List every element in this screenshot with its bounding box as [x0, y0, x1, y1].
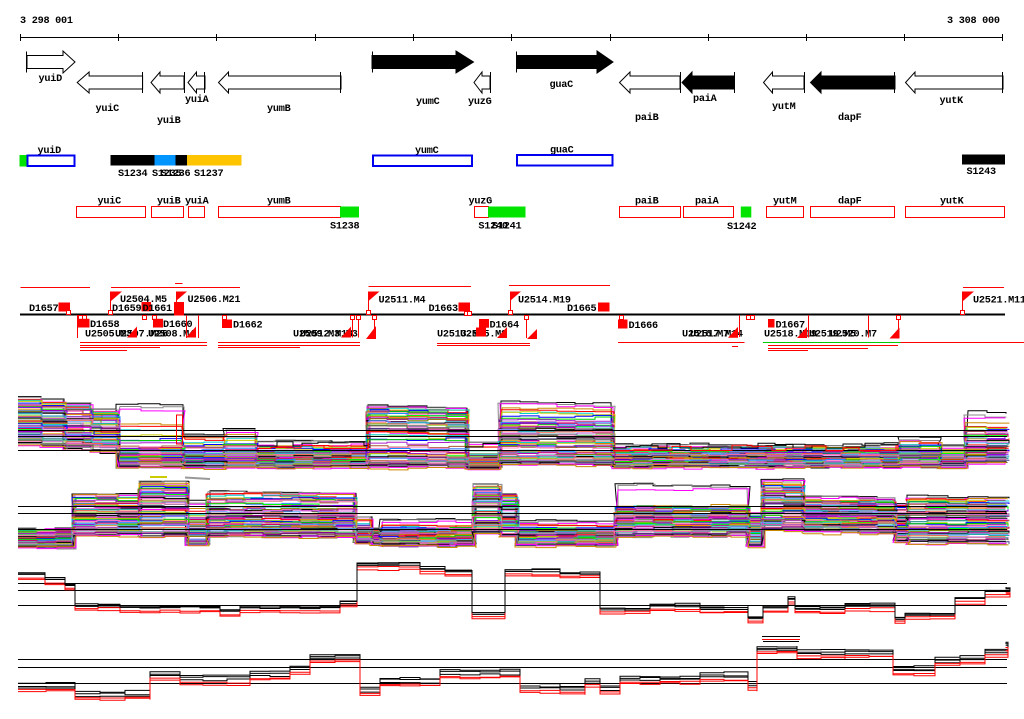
svg-text:U2507.M26: U2507.M26 — [115, 330, 168, 341]
svg-text:U2512.M13: U2512.M13 — [300, 330, 353, 341]
svg-text:D1662: D1662 — [233, 321, 262, 332]
svg-text:U2521.M11: U2521.M11 — [973, 295, 1024, 306]
svg-text:D1665: D1665 — [567, 304, 596, 315]
svg-text:U2517.M14: U2517.M14 — [690, 329, 743, 340]
svg-text:paiA: paiA — [695, 196, 720, 208]
svg-text:yuiA: yuiA — [185, 94, 210, 106]
svg-text:3 298 001: 3 298 001 — [20, 16, 73, 27]
svg-text:yuiC: yuiC — [96, 103, 120, 115]
svg-text:D1666: D1666 — [629, 321, 658, 332]
svg-text:U2513.M5: U2513.M5 — [437, 330, 484, 341]
svg-text:D1661: D1661 — [143, 304, 172, 315]
svg-text:S1236: S1236 — [161, 169, 190, 180]
svg-text:S1240: S1240 — [478, 222, 507, 233]
svg-text:yumC: yumC — [416, 97, 440, 108]
svg-text:yutK: yutK — [940, 197, 965, 208]
svg-text:S1234: S1234 — [118, 169, 147, 180]
svg-text:D1663: D1663 — [429, 304, 458, 315]
svg-text:U2508.M4: U2508.M4 — [148, 330, 195, 341]
svg-text:yumC: yumC — [415, 146, 439, 157]
svg-text:U2520.M7: U2520.M7 — [830, 329, 877, 340]
svg-text:U2506.M21: U2506.M21 — [188, 295, 241, 306]
svg-text:yuiD: yuiD — [38, 145, 62, 157]
svg-text:D1658: D1658 — [90, 320, 119, 331]
svg-text:D1667: D1667 — [776, 321, 805, 332]
svg-text:U2505.M3: U2505.M3 — [85, 330, 132, 341]
svg-text:S1237: S1237 — [194, 169, 223, 180]
svg-text:guaC: guaC — [550, 146, 574, 157]
svg-text:yumB: yumB — [267, 104, 291, 115]
svg-text:yuiA: yuiA — [185, 196, 210, 208]
svg-text:S1241: S1241 — [492, 222, 521, 233]
svg-text:U2514.M19: U2514.M19 — [518, 295, 571, 306]
svg-text:dapF: dapF — [838, 196, 862, 208]
svg-text:D1657: D1657 — [29, 304, 58, 315]
svg-text:U2518.M19: U2518.M19 — [764, 329, 817, 340]
svg-text:S1238: S1238 — [330, 222, 359, 233]
svg-text:yutM: yutM — [773, 197, 797, 208]
svg-text:S1242: S1242 — [727, 222, 756, 233]
svg-text:yuiB: yuiB — [157, 196, 181, 208]
svg-text:dapF: dapF — [838, 112, 862, 124]
svg-text:yutM: yutM — [772, 102, 796, 113]
svg-text:D1660: D1660 — [163, 320, 192, 331]
svg-text:paiA: paiA — [693, 93, 718, 105]
svg-text:yuzG: yuzG — [468, 97, 492, 108]
svg-text:3 308 000: 3 308 000 — [947, 16, 1000, 27]
svg-text:D1659: D1659 — [112, 304, 141, 315]
svg-text:S1243: S1243 — [967, 167, 996, 178]
svg-text:U2516.M7: U2516.M7 — [682, 329, 729, 340]
svg-text:paiB: paiB — [635, 112, 659, 124]
svg-text:S1235: S1235 — [152, 169, 181, 180]
svg-text:yuzG: yuzG — [469, 197, 493, 208]
svg-text:U2509.M3: U2509.M3 — [293, 330, 340, 341]
svg-text:U2504.M5: U2504.M5 — [120, 295, 167, 306]
svg-text:yuiB: yuiB — [157, 115, 181, 127]
svg-text:D1664: D1664 — [490, 321, 519, 332]
svg-text:yumB: yumB — [267, 197, 291, 208]
svg-text:paiB: paiB — [635, 196, 659, 208]
svg-text:guaC: guaC — [550, 80, 574, 91]
svg-text:U2511.M4: U2511.M4 — [379, 295, 426, 306]
svg-text:yutK: yutK — [940, 96, 965, 107]
svg-text:yuiC: yuiC — [98, 196, 122, 208]
svg-text:U2519.M5: U2519.M5 — [809, 329, 856, 340]
svg-text:yuiD: yuiD — [39, 73, 63, 85]
